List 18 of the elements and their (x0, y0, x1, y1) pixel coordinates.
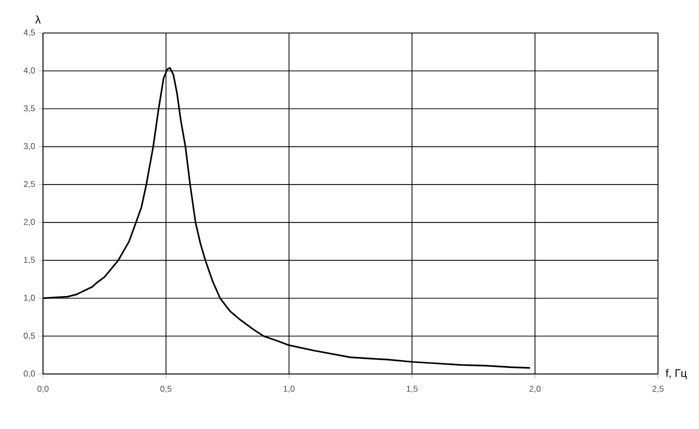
y-tick-label: 2,5 (24, 181, 35, 188)
x-tick-label: 2,0 (530, 386, 541, 393)
y-tick-label: 0,5 (24, 332, 35, 340)
x-axis-title: f, Гц (666, 368, 687, 380)
y-tick-label: 3,0 (24, 143, 35, 150)
y-tick-label: 4,5 (24, 30, 35, 36)
y-tick-label: 0,0 (24, 370, 35, 378)
y-axis-title: λ (35, 16, 41, 24)
y-tick-label: 3,5 (24, 105, 35, 112)
x-tick-label: 1,0 (284, 386, 295, 393)
y-tick-label: 1,5 (24, 256, 35, 264)
x-tick-label: 1,5 (406, 386, 418, 393)
x-tick-label: 0,5 (160, 386, 172, 393)
x-tick-label: 0,0 (37, 386, 49, 393)
x-tick-label: 2,5 (652, 386, 664, 393)
y-tick-label: 2,0 (24, 218, 35, 226)
y-tick-label: 1,0 (24, 294, 35, 302)
y-tick-label: 4,0 (24, 67, 35, 74)
